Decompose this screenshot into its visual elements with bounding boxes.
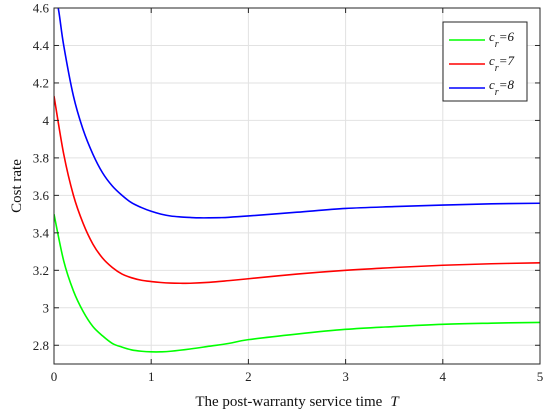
y-axis-tick-labels: 2.8 3 3.2 3.4 3.6 3.8 4 4.2 4.4 4.6	[33, 1, 50, 353]
y-tick-label: 3.4	[33, 225, 50, 240]
legend-items: cr=6cr=7cr=8	[449, 29, 514, 98]
y-axis-title: Cost rate	[9, 159, 25, 213]
x-tick-label: 0	[51, 369, 58, 384]
y-tick-label: 2.8	[33, 338, 49, 353]
legend-symbol: c	[489, 53, 495, 68]
x-tick-label: 1	[148, 369, 155, 384]
series-lines	[54, 8, 540, 353]
legend-label-3: cr=8	[489, 77, 514, 98]
y-tick-label: 4.6	[33, 1, 50, 16]
y-tick-label: 3.6	[33, 188, 50, 203]
legend-subscript: r	[495, 39, 499, 50]
series-line-2	[54, 95, 540, 285]
x-tick-label: 4	[440, 369, 447, 384]
legend-symbol: c	[489, 29, 495, 44]
legend-label-2: cr=7	[489, 53, 514, 74]
y-tick-label: 4	[43, 113, 50, 128]
legend-symbol: c	[489, 77, 495, 92]
series-line-3	[57, 8, 540, 219]
x-tick-label: 5	[537, 369, 544, 384]
y-tick-label: 4.2	[33, 75, 49, 90]
legend-label-1: cr=6	[489, 29, 514, 50]
legend-value: =8	[499, 77, 515, 92]
x-axis-title-text: The post-warranty service time	[195, 394, 382, 410]
legend-value: =6	[499, 29, 515, 44]
x-tick-label: 2	[245, 369, 252, 384]
plot-frame	[53, 7, 541, 365]
y-tick-label: 3.2	[33, 263, 49, 278]
y-tick-label: 3.8	[33, 150, 49, 165]
legend-box	[442, 21, 528, 102]
x-axis-tick-labels: 0 1 2 3 4 5	[51, 369, 544, 384]
y-tick-label: 3	[43, 300, 50, 315]
x-tick-label: 3	[342, 369, 349, 384]
legend-value: =7	[499, 53, 515, 68]
x-axis-title-symbol: T	[390, 394, 400, 410]
legend-subscript: r	[495, 87, 499, 98]
series-line-1	[54, 213, 540, 353]
legend: cr=6cr=7cr=8	[442, 21, 528, 102]
axis-ticks	[53, 7, 541, 364]
legend-subscript: r	[495, 63, 499, 74]
grid-lines	[53, 7, 541, 364]
x-axis-title: The post-warranty service time T	[195, 394, 400, 410]
y-tick-label: 4.4	[33, 38, 50, 53]
